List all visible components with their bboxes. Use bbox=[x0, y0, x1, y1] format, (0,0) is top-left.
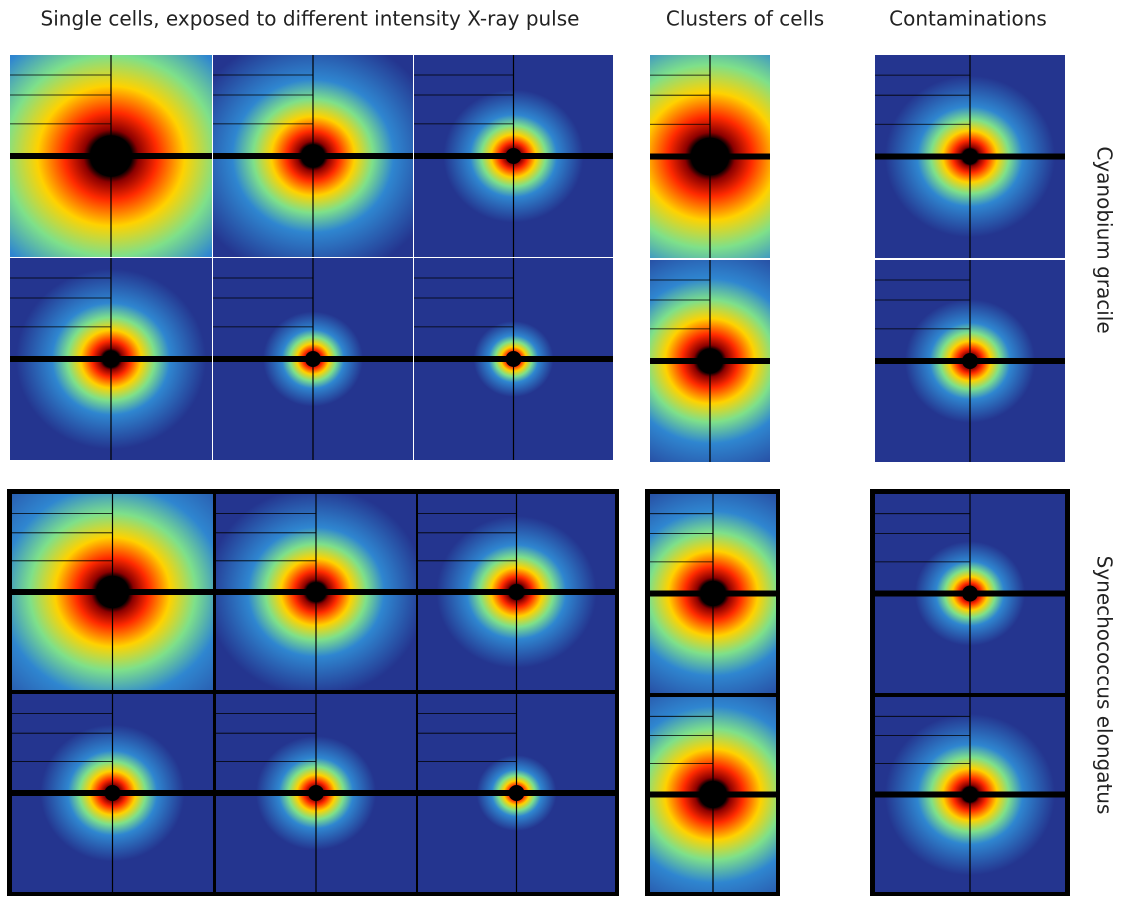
beam-stop bbox=[700, 580, 726, 607]
beam-stop bbox=[697, 348, 723, 374]
diffraction-panel bbox=[216, 494, 416, 690]
row-label: Cyanobium gracile bbox=[1093, 146, 1117, 333]
diffraction-panel bbox=[213, 258, 413, 460]
beam-stop bbox=[505, 148, 522, 164]
beam-stop bbox=[962, 353, 978, 369]
beam-stop bbox=[962, 585, 978, 602]
diffraction-panel bbox=[418, 694, 615, 892]
beam-stop bbox=[308, 785, 324, 801]
beam-stop bbox=[96, 575, 129, 609]
beam-stop bbox=[306, 582, 326, 602]
beam-stop bbox=[104, 785, 121, 801]
diffraction-panel bbox=[650, 260, 770, 462]
diffraction-panel bbox=[414, 258, 613, 460]
diffraction-panel bbox=[414, 55, 613, 257]
row-labels: Cyanobium gracile Synechococcus elongatu… bbox=[1093, 146, 1117, 814]
diffraction-panel bbox=[875, 55, 1065, 258]
beam-stop bbox=[102, 350, 120, 368]
diffraction-panel bbox=[216, 694, 416, 892]
column-header: Clusters of cells bbox=[666, 7, 824, 31]
diffraction-panel bbox=[10, 258, 212, 460]
beam-stop bbox=[301, 144, 325, 168]
diffraction-panel bbox=[875, 697, 1065, 892]
diffraction-panel bbox=[650, 494, 776, 693]
diffraction-panel bbox=[12, 694, 213, 892]
beam-stop bbox=[699, 781, 727, 808]
diffraction-panel bbox=[875, 260, 1065, 462]
column-headers: Single cells, exposed to different inten… bbox=[41, 7, 1047, 31]
diffraction-panel bbox=[650, 697, 776, 892]
diffraction-panel bbox=[875, 494, 1065, 693]
row-label: Synechococcus elongatus bbox=[1093, 556, 1117, 815]
diffraction-panel bbox=[12, 494, 213, 690]
column-header: Single cells, exposed to different inten… bbox=[41, 7, 580, 31]
diffraction-panels bbox=[10, 55, 1065, 892]
diffraction-panel bbox=[650, 55, 770, 258]
beam-stop bbox=[505, 351, 522, 367]
diffraction-panel bbox=[10, 55, 212, 257]
beam-stop bbox=[508, 785, 525, 801]
beam-stop bbox=[508, 584, 525, 600]
diffraction-panel bbox=[418, 494, 615, 690]
beam-stop bbox=[305, 351, 321, 367]
beam-stop bbox=[691, 137, 729, 176]
beam-stop bbox=[962, 786, 978, 803]
beam-stop bbox=[962, 148, 978, 165]
diffraction-panel bbox=[213, 55, 413, 257]
beam-stop bbox=[90, 135, 132, 177]
column-header: Contaminations bbox=[889, 7, 1047, 31]
